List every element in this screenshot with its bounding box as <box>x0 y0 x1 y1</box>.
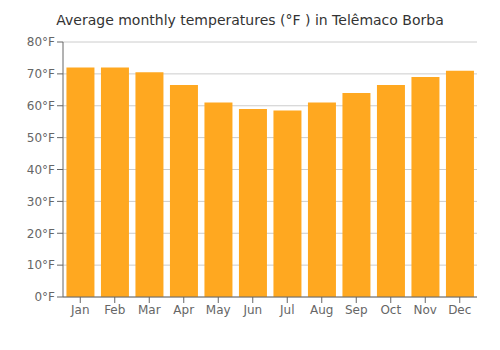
svg-text:70°F: 70°F <box>27 67 55 81</box>
svg-text:80°F: 80°F <box>27 35 55 49</box>
svg-text:May: May <box>206 303 231 317</box>
svg-text:50°F: 50°F <box>27 131 55 145</box>
svg-text:30°F: 30°F <box>27 195 55 209</box>
svg-text:Apr: Apr <box>173 303 194 317</box>
html-text:Average monthly temperatures (: Average monthly temperatures (°F ) in Te… <box>56 12 444 28</box>
svg-text:Feb: Feb <box>104 303 125 317</box>
svg-text:40°F: 40°F <box>27 163 55 177</box>
svg-text:Jul: Jul <box>279 303 294 317</box>
svg-text:20°F: 20°F <box>27 227 55 241</box>
svg-text:Aug: Aug <box>310 303 333 317</box>
svg-text:Mar: Mar <box>138 303 161 317</box>
svg-text:10°F: 10°F <box>27 258 55 272</box>
svg-text:Jan: Jan <box>70 303 90 317</box>
svg-text:Oct: Oct <box>380 303 401 317</box>
svg-text:Dec: Dec <box>448 303 471 317</box>
svg-text:Sep: Sep <box>345 303 368 317</box>
svg-text:60°F: 60°F <box>27 99 55 113</box>
svg-text:Jun: Jun <box>242 303 262 317</box>
svg-text:0°F: 0°F <box>34 290 55 304</box>
svg-text:Nov: Nov <box>414 303 437 317</box>
